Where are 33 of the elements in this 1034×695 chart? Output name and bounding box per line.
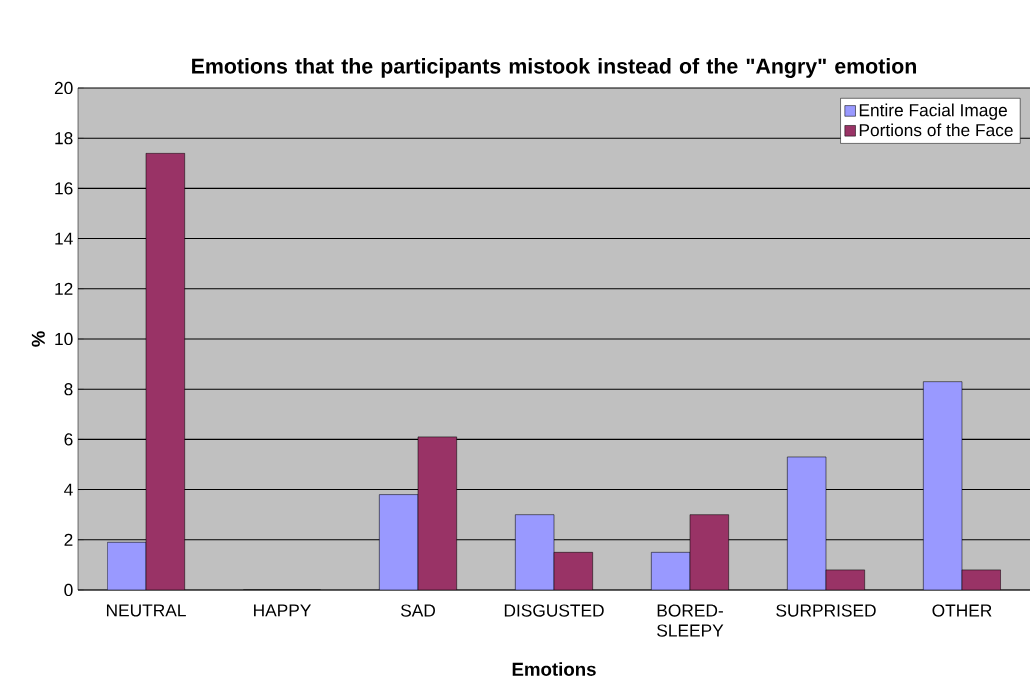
bar [787, 456, 826, 590]
bar [923, 381, 963, 590]
x-tick-label: DISGUSTED [504, 604, 604, 617]
chart-title: Emotions that the participants mistook instead of the "Angry" emotion [192, 57, 916, 78]
x-tick-label: SURPRISED [776, 604, 876, 617]
y-tick-label: 6 [64, 433, 73, 446]
bar [690, 514, 729, 590]
y-tick-label: 20 [54, 81, 73, 95]
x-tick-label: OTHER [932, 604, 992, 617]
x-axis-title: Emotions [512, 662, 596, 676]
y-tick-label: 0 [64, 583, 73, 597]
bar [379, 494, 418, 590]
legend-label: Portions of the Face [859, 123, 1013, 137]
legend-label: Entire Facial Image [859, 103, 1007, 120]
bar [146, 153, 185, 590]
y-tick-label: 16 [55, 182, 73, 195]
bar [651, 552, 690, 590]
y-tick-label: 2 [64, 533, 73, 546]
y-tick-label: 4 [64, 483, 73, 496]
bar [107, 542, 147, 590]
y-tick-label: 10 [55, 332, 73, 346]
y-tick-label: 12 [55, 282, 73, 295]
x-tick-label: NEUTRAL [106, 604, 186, 617]
bar [554, 552, 593, 590]
bar [418, 436, 457, 590]
x-tick-label: HAPPY [254, 604, 312, 617]
y-axis-title: % [31, 331, 45, 347]
x-tick-label: SAD [400, 604, 435, 617]
y-tick-label: 8 [64, 383, 73, 396]
y-tick-label: 18 [55, 132, 73, 145]
y-tick-label: 14 [55, 232, 73, 245]
bar [515, 514, 554, 590]
x-tick-label: BORED-SLEEPY [657, 604, 724, 637]
